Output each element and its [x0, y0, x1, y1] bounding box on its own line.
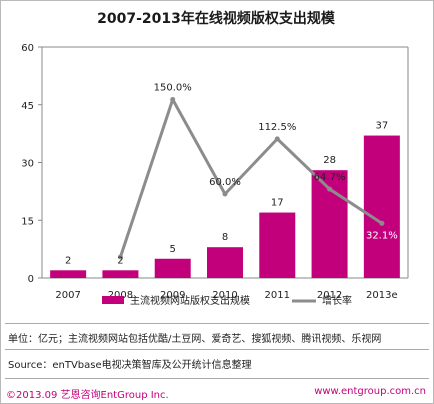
bar-value-label: 28 — [323, 155, 336, 166]
line-point — [222, 191, 228, 197]
line-point — [274, 136, 280, 142]
divider — [5, 378, 429, 379]
bar-value-label: 37 — [375, 121, 388, 132]
line-point — [117, 254, 123, 260]
legend-label-line: 增长率 — [322, 294, 352, 307]
bar-series — [50, 135, 400, 278]
bar — [363, 135, 400, 278]
bar — [207, 247, 243, 278]
x-tick-label: 2008 — [108, 290, 133, 301]
bar-value-label: 17 — [271, 198, 284, 209]
growth-rate-label: 150.0% — [154, 83, 192, 94]
chart-title: 2007-2013年在线视频版权支出规模 — [97, 11, 335, 27]
footer-copyright: ©2013.09 艺恩咨询EntGroup Inc. — [6, 390, 169, 401]
x-tick-label: 2010 — [212, 290, 237, 301]
x-tick-label: 2009 — [160, 290, 185, 301]
bar-value-label: 2 — [117, 255, 123, 266]
y-tick-label: 60 — [21, 43, 34, 54]
footer-website-link[interactable]: www.entgroup.com.cn — [314, 386, 426, 397]
bar — [311, 170, 348, 278]
data-labels: 2 2 5 8 17 28 37 150.0% 60.0% 112.5% 64.7% 32.1% — [65, 83, 398, 267]
y-tick-label: 0 — [28, 274, 34, 285]
growth-rate-label: 64.7% — [314, 172, 346, 183]
growth-rate-label: 112.5% — [258, 122, 296, 133]
bar — [154, 258, 191, 278]
bar — [259, 212, 296, 278]
x-tick-label: 2013e — [366, 290, 398, 301]
x-tick-label: 2012 — [317, 290, 342, 301]
line-point — [379, 220, 385, 226]
x-tick-label: 2007 — [55, 290, 80, 301]
divider — [5, 349, 429, 350]
source-note: Source：enTVbase电视决策智库及公开统计信息整理 — [8, 360, 252, 371]
bar-value-label: 8 — [222, 232, 228, 243]
x-tick-label: 2011 — [265, 290, 290, 301]
line-series — [117, 97, 385, 260]
divider — [5, 323, 429, 324]
unit-note: 单位：亿元；主流视频网站包括优酷/土豆网、爱奇艺、搜狐视频、腾讯视频、乐视网 — [8, 334, 382, 345]
legend-label-bar: 主流视频网站版权支出规模 — [130, 294, 250, 307]
line-point — [327, 186, 333, 192]
growth-rate-label: 60.0% — [209, 177, 241, 188]
axes: 0 15 30 45 60 2007 2008 2009 2010 2011 2012 2013e — [21, 43, 409, 301]
y-tick-label: 30 — [21, 159, 34, 170]
legend-swatch-bar — [102, 296, 124, 304]
bar — [50, 270, 87, 278]
growth-rate-label: 32.1% — [366, 230, 398, 241]
bar-value-label: 2 — [65, 255, 71, 266]
y-tick-label: 45 — [21, 101, 34, 112]
legend: 主流视频网站版权支出规模 增长率 — [102, 294, 352, 307]
bar-value-label: 5 — [170, 244, 176, 255]
growth-rate-line — [119, 98, 383, 258]
line-point — [170, 97, 176, 102]
y-tick-label: 15 — [21, 216, 34, 227]
bar — [102, 270, 139, 278]
